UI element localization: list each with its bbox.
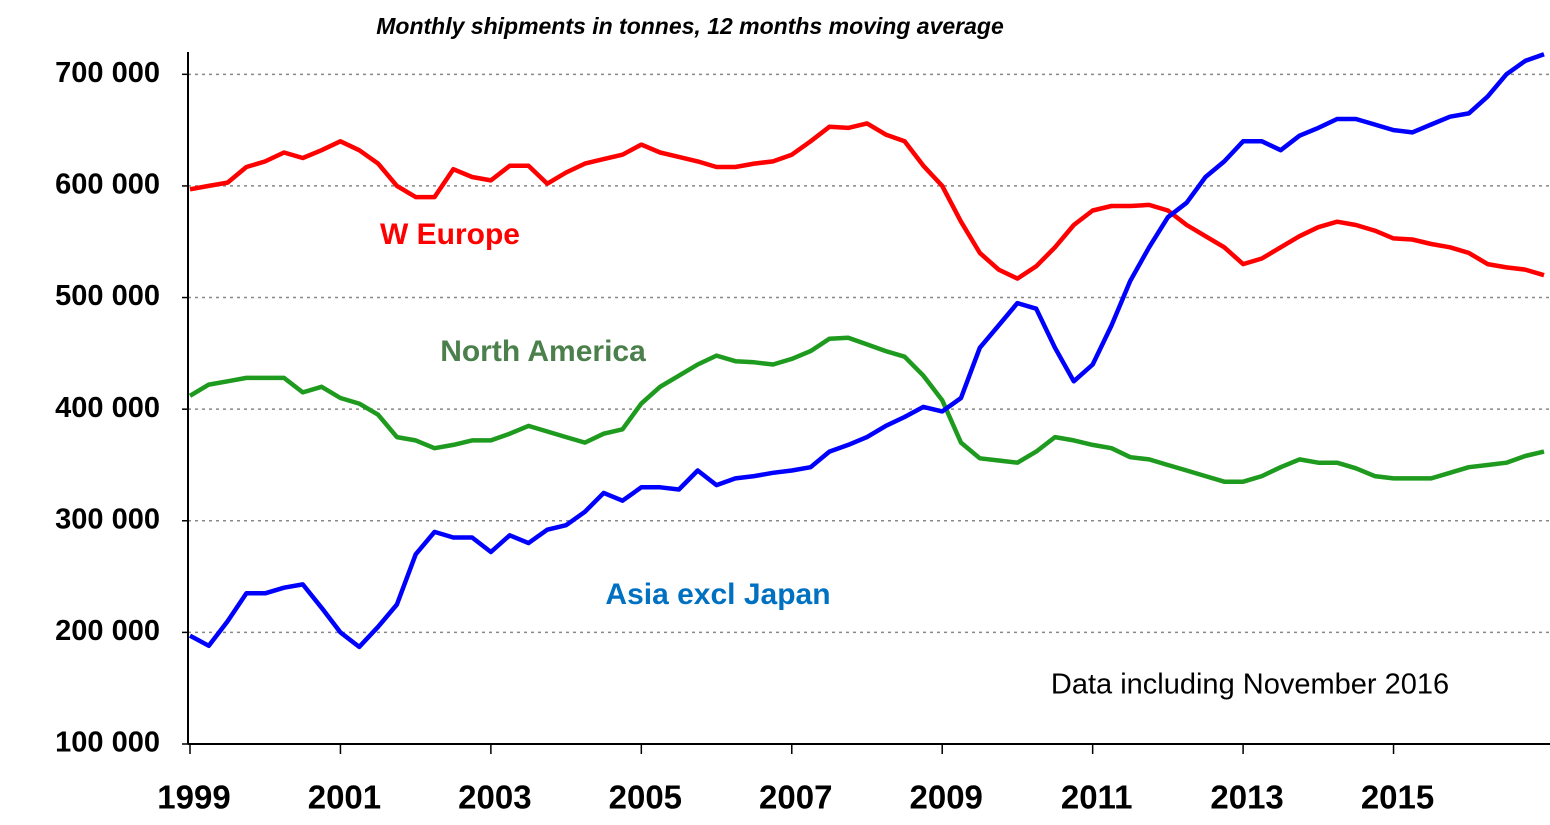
x-tick-label: 2001	[308, 779, 381, 816]
annotation: Data including November 2016	[1051, 669, 1449, 701]
y-tick-label: 700 000	[55, 57, 160, 89]
annotation: North America	[440, 335, 646, 368]
x-tick-label: 1999	[157, 779, 230, 816]
x-tick-label: 2005	[609, 779, 682, 816]
annotation: Asia excl Japan	[605, 578, 830, 611]
plot-area	[188, 52, 1545, 650]
y-tick-label: 400 000	[55, 392, 160, 424]
annotation: W Europe	[380, 218, 520, 251]
x-tick-label: 2013	[1210, 779, 1283, 816]
y-tick-label: 200 000	[55, 615, 160, 647]
x-tick-label: 2003	[458, 779, 531, 816]
x-tick-label: 2007	[759, 779, 832, 816]
x-tick-label: 2015	[1361, 779, 1434, 816]
y-tick-label: 100 000	[55, 727, 160, 759]
y-tick-label: 300 000	[55, 503, 160, 535]
chart-title: Monthly shipments in tonnes, 12 months m…	[376, 13, 1004, 39]
series-line	[189, 121, 1545, 281]
series-line	[188, 335, 1545, 484]
x-tick-label: 2011	[1061, 779, 1133, 816]
y-tick-label: 600 000	[55, 169, 160, 201]
y-tick-label: 500 000	[55, 280, 160, 312]
x-tick-label: 2009	[910, 779, 983, 816]
series-line	[188, 52, 1545, 650]
